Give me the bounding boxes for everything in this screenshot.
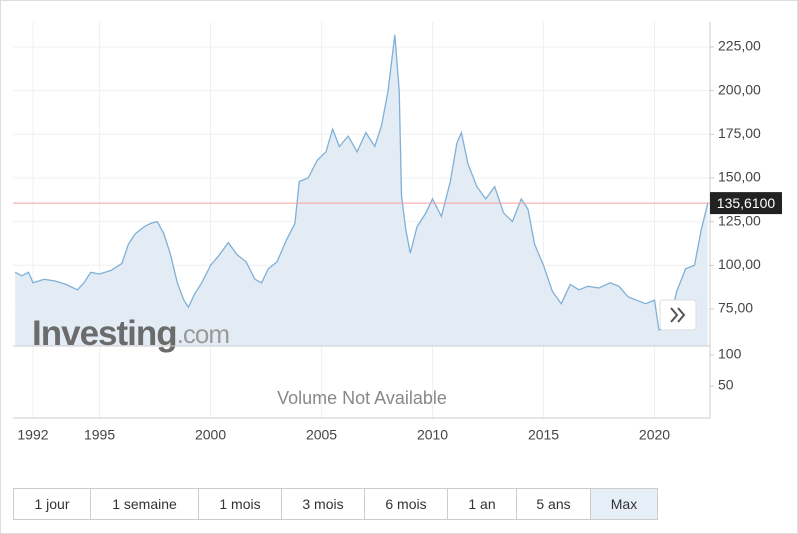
y-tick-label: 175,00 xyxy=(718,125,761,141)
x-tick-label: 2005 xyxy=(306,427,337,443)
logo: Investing.com xyxy=(32,314,229,353)
range-button[interactable]: Max xyxy=(591,489,657,519)
range-button[interactable]: 5 ans xyxy=(517,489,591,519)
last-price-box xyxy=(710,192,782,215)
last-price-label: 135,6100 xyxy=(717,195,776,211)
x-tick-label: 2015 xyxy=(528,427,559,443)
x-tick-label: 2020 xyxy=(639,427,670,443)
y-tick-label: 225,00 xyxy=(718,38,761,54)
y-tick-label: 150,00 xyxy=(718,169,761,185)
y-tick-label: 100,00 xyxy=(718,256,761,272)
area-fill xyxy=(15,34,708,347)
x-tick-label: 2000 xyxy=(195,427,226,443)
range-button[interactable]: 6 mois xyxy=(365,489,448,519)
volume-tick-label: 100 xyxy=(718,346,742,362)
logo-name: Investing xyxy=(32,314,177,353)
range-buttons: 1 jour 1 semaine 1 mois 3 mois 6 mois 1 an 5 a… xyxy=(13,488,658,520)
range-button[interactable]: 1 mois xyxy=(199,489,282,519)
range-button[interactable]: 1 semaine xyxy=(91,489,199,519)
volume-tick-label: 50 xyxy=(718,377,734,393)
price-line xyxy=(14,34,709,331)
y-tick-label: 75,00 xyxy=(718,300,753,316)
range-button[interactable]: 1 jour xyxy=(14,489,91,519)
range-button[interactable]: 3 mois xyxy=(282,489,365,519)
range-button[interactable]: 1 an xyxy=(448,489,517,519)
chevron-icon xyxy=(670,307,686,323)
x-tick-label: 2010 xyxy=(417,427,448,443)
x-tick-label: 1992 xyxy=(17,427,48,443)
logo-suffix: .com xyxy=(177,319,229,349)
y-tick-label: 200,00 xyxy=(718,81,761,97)
x-tick-label: 1995 xyxy=(84,427,115,443)
y-tick-label: 125,00 xyxy=(718,212,761,228)
volume-annotation: Volume Not Available xyxy=(277,388,447,408)
